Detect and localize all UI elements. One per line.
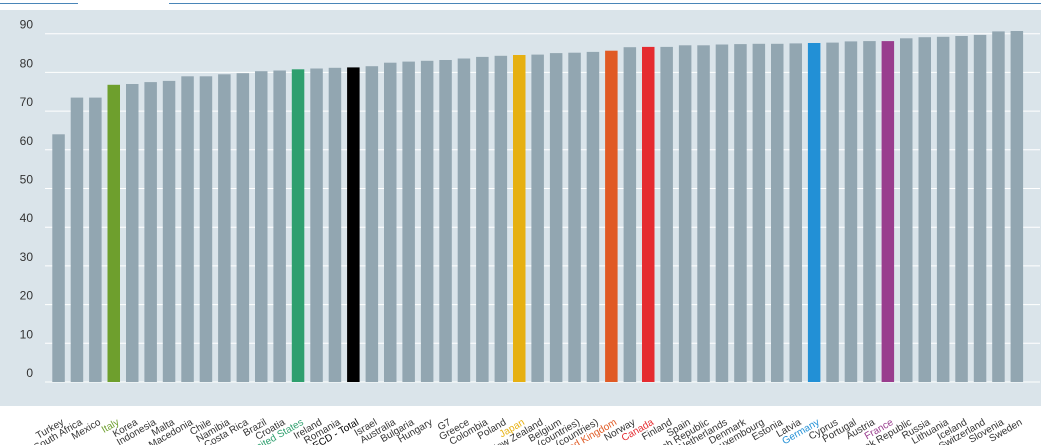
bar <box>771 43 784 383</box>
bar <box>531 54 544 382</box>
bar <box>89 97 102 382</box>
y-tick-label: 10 <box>20 327 34 341</box>
bar <box>752 43 766 383</box>
bar <box>513 55 526 382</box>
bar <box>255 71 268 382</box>
bar <box>162 80 176 383</box>
bar <box>144 82 157 382</box>
bar <box>660 46 673 383</box>
y-tick-label: 60 <box>20 134 34 148</box>
bars <box>52 31 1024 383</box>
bar <box>70 97 84 382</box>
bar <box>107 84 120 383</box>
bar <box>918 37 931 382</box>
y-tick-label: 90 <box>20 18 34 32</box>
y-tick-label: 80 <box>20 56 34 70</box>
bar <box>678 45 692 383</box>
bar <box>586 51 600 383</box>
bar <box>402 61 415 382</box>
bar <box>384 62 397 382</box>
bar <box>900 38 913 383</box>
bar <box>181 76 194 383</box>
bar <box>734 44 747 382</box>
bar <box>568 52 581 382</box>
y-tick-label: 30 <box>20 250 34 264</box>
bar <box>863 41 876 382</box>
bar <box>328 67 342 383</box>
bar <box>199 76 213 383</box>
bar <box>992 31 1005 383</box>
y-tick-label: 20 <box>20 289 34 303</box>
bar <box>310 68 323 382</box>
bar <box>494 55 508 383</box>
bar <box>52 134 65 382</box>
bar <box>439 60 452 382</box>
y-axis: 0 10 20 30 40 50 60 70 80 90 <box>20 18 34 380</box>
bar <box>273 70 286 382</box>
bar <box>1010 31 1024 382</box>
y-tick-label: 50 <box>20 173 34 187</box>
bar <box>126 84 139 382</box>
bar <box>881 41 895 382</box>
bar <box>365 66 379 382</box>
y-tick-label: 0 <box>26 366 33 380</box>
bar <box>844 41 858 383</box>
bar <box>715 44 729 382</box>
bar <box>642 46 655 383</box>
bar <box>549 53 563 382</box>
bar <box>955 36 968 382</box>
bar <box>457 58 471 382</box>
top-rule-right <box>169 3 1041 4</box>
top-rule-left <box>0 3 78 4</box>
bar <box>826 42 839 382</box>
y-tick-label: 70 <box>20 95 34 109</box>
bar <box>605 50 618 382</box>
bar <box>291 69 305 383</box>
bar <box>218 74 231 383</box>
bar <box>347 67 360 383</box>
bar <box>623 47 637 382</box>
bar <box>420 60 434 383</box>
bar <box>936 36 950 383</box>
bar <box>697 45 710 383</box>
y-tick-label: 40 <box>20 211 34 225</box>
bar <box>807 43 821 382</box>
bar <box>973 34 987 383</box>
bar <box>789 43 802 383</box>
bar <box>236 73 250 382</box>
bar <box>476 56 489 383</box>
